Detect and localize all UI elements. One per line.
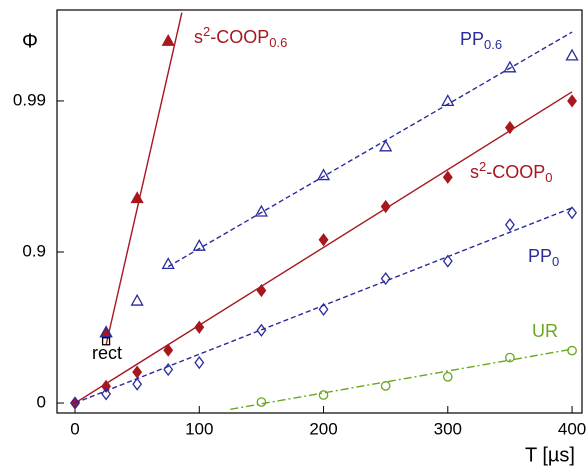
marker <box>503 60 517 73</box>
marker <box>565 48 579 61</box>
marker <box>442 170 453 184</box>
series-label-part: s <box>470 162 479 182</box>
fit-line <box>74 207 573 404</box>
plot-area <box>70 12 579 410</box>
series-label-part: 2 <box>479 159 486 174</box>
series-label: rect <box>92 343 122 363</box>
marker <box>130 293 144 306</box>
marker <box>380 381 391 391</box>
marker <box>380 199 391 214</box>
fit-line <box>230 348 573 410</box>
fit-line <box>74 91 573 404</box>
fit-line <box>167 31 573 268</box>
y-tick-label: 0.9 <box>22 241 46 260</box>
series-label-part: PP <box>460 29 484 49</box>
x-tick-label: 200 <box>309 419 337 438</box>
marker <box>70 396 80 410</box>
marker <box>318 302 329 317</box>
marker <box>442 371 453 382</box>
plot-frame <box>56 9 583 414</box>
marker <box>99 325 113 338</box>
series-label: PP0 <box>528 246 559 270</box>
series-label: UR <box>532 321 558 341</box>
marker <box>161 33 175 46</box>
series-label-part: 2 <box>203 24 210 39</box>
marker <box>504 218 515 232</box>
x-tick-label: 0 <box>70 419 79 438</box>
x-tick-label: 400 <box>558 419 586 438</box>
marker <box>379 139 393 152</box>
marker <box>504 120 515 135</box>
y-tick-label: 0 <box>37 393 46 412</box>
series-label: s2-COOP0.6 <box>194 24 287 51</box>
marker <box>318 233 329 247</box>
series-label-part: 0 <box>545 170 552 185</box>
series-label-part: 0 <box>552 254 559 269</box>
marker <box>380 272 391 286</box>
x-tick-label: 100 <box>185 419 213 438</box>
fit-line <box>105 12 183 346</box>
marker <box>567 206 577 220</box>
marker <box>567 345 577 356</box>
series-label-part: 0.6 <box>484 37 502 52</box>
marker <box>256 397 267 407</box>
series-label: PP0.6 <box>460 29 502 53</box>
marker <box>161 257 175 269</box>
marker <box>101 337 111 346</box>
marker <box>256 323 267 337</box>
series-label-part: UR <box>532 321 558 341</box>
marker <box>254 204 269 217</box>
marker <box>192 238 206 251</box>
series-label-part: rect <box>92 343 122 363</box>
marker <box>132 377 143 391</box>
marker <box>318 390 329 400</box>
marker <box>505 352 515 363</box>
marker <box>194 320 205 334</box>
x-tick-label: 300 <box>434 419 462 438</box>
series-label-part: -COOP <box>210 27 269 47</box>
y-axis-title: Φ <box>22 30 38 52</box>
marker <box>132 365 143 379</box>
series-label-part: 0.6 <box>269 35 287 50</box>
marker <box>101 379 112 393</box>
marker <box>101 387 112 401</box>
marker <box>442 254 453 268</box>
series-label-part: -COOP <box>486 162 545 182</box>
marker <box>441 94 455 106</box>
series-label-part: PP <box>528 246 552 266</box>
series-label: s2-COOP0 <box>470 159 552 186</box>
marker <box>163 343 174 357</box>
marker <box>316 168 331 181</box>
marker <box>256 283 267 298</box>
marker <box>163 362 174 377</box>
marker <box>130 191 144 204</box>
marker <box>567 94 577 108</box>
x-axis-title: T [µs] <box>525 444 575 466</box>
y-tick-label: 0.99 <box>13 90 46 109</box>
marker <box>194 356 205 370</box>
series-label-part: s <box>194 27 203 47</box>
